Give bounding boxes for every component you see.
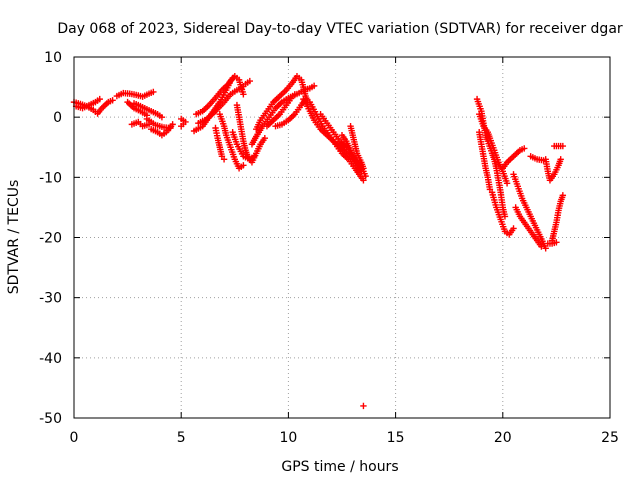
data-point — [510, 225, 517, 232]
data-point — [96, 95, 103, 103]
data-point — [261, 135, 269, 142]
data-point — [360, 402, 367, 410]
data-marks — [70, 73, 567, 410]
data-point — [559, 192, 567, 199]
data-point — [553, 239, 560, 246]
y-tick-label: -20 — [39, 231, 62, 247]
x-tick-label: 15 — [387, 430, 405, 446]
data-point — [240, 162, 247, 169]
data-point — [145, 121, 153, 128]
data-point — [310, 82, 318, 90]
data-point — [109, 97, 116, 104]
data-point — [169, 121, 176, 128]
data-point — [362, 172, 369, 180]
chart-title: Day 068 of 2023, Sidereal Day-to-day VTE… — [57, 21, 623, 37]
x-tick-label: 20 — [494, 430, 512, 446]
y-tick-label: -40 — [39, 351, 62, 367]
data-point — [557, 156, 564, 163]
data-point — [542, 245, 549, 252]
data-point — [246, 77, 254, 85]
data-point — [158, 113, 166, 121]
x-tick-label: 25 — [601, 430, 619, 446]
data-point — [240, 91, 247, 98]
data-point — [360, 165, 367, 172]
x-tick-label: 10 — [279, 430, 297, 446]
x-tick-label: 5 — [177, 430, 186, 446]
y-tick-label: 10 — [44, 50, 62, 66]
data-point — [521, 145, 528, 152]
x-axis-label: GPS time / hours — [281, 459, 398, 475]
data-point — [229, 74, 236, 82]
grid-lines — [74, 57, 610, 418]
y-axis-label: SDTVAR / TECUs — [6, 180, 22, 295]
data-point — [559, 142, 567, 150]
x-tick-label: 0 — [70, 430, 79, 446]
data-point — [503, 180, 511, 187]
data-point — [220, 156, 228, 163]
y-tick-label: -30 — [39, 291, 62, 307]
y-tick-label: 0 — [53, 110, 62, 126]
data-point — [538, 243, 545, 250]
axis-ticks: 0 5 10 15 20 25 10 0 -10 -20 -30 -40 -50 — [39, 50, 619, 446]
data-point — [250, 153, 258, 160]
data-point — [178, 122, 185, 130]
y-tick-label: -10 — [39, 170, 62, 186]
y-tick-label: -50 — [39, 411, 62, 427]
data-point — [150, 88, 157, 96]
data-point — [360, 177, 367, 184]
